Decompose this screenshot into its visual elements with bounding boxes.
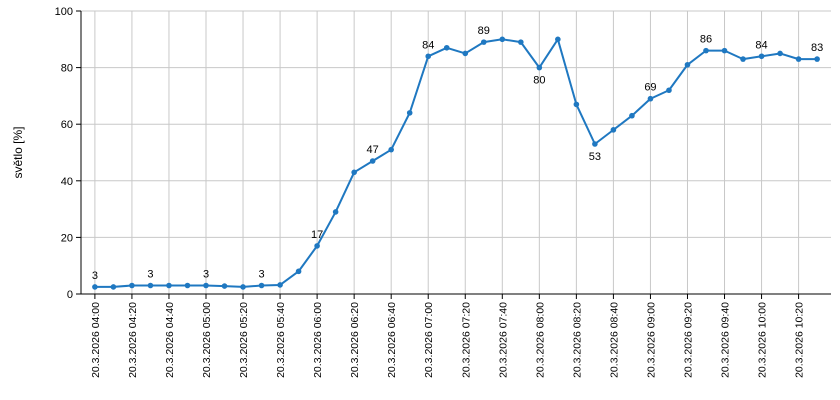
data-label: 69	[644, 82, 656, 94]
data-point	[795, 56, 802, 62]
x-tick-label: 20.3.2026 07:40	[497, 302, 509, 378]
grid	[81, 10, 831, 294]
data-point	[369, 158, 376, 164]
data-point	[425, 53, 432, 60]
data-label: 3	[92, 270, 98, 282]
data-label: 86	[700, 34, 712, 46]
data-point	[592, 141, 598, 147]
data-point	[240, 284, 246, 290]
x-tick-label: 20.3.2026 05:20	[238, 302, 250, 378]
data-label: 47	[367, 144, 379, 156]
x-tick-label: 20.3.2026 10:00	[757, 302, 769, 378]
x-tick-label: 20.3.2026 05:00	[201, 302, 213, 378]
data-label: 89	[478, 25, 490, 37]
data-point	[499, 36, 506, 43]
axes	[76, 10, 831, 299]
y-tick-label: 100	[55, 6, 73, 18]
data-point	[92, 284, 98, 290]
data-point	[295, 268, 302, 275]
data-label: 80	[533, 75, 545, 87]
data-point	[684, 61, 691, 68]
x-tick-label: 20.3.2026 07:00	[423, 302, 435, 378]
data-point	[221, 283, 228, 289]
y-tick-label: 0	[67, 289, 73, 301]
data-label: 3	[147, 269, 153, 281]
data-point	[406, 110, 413, 116]
data-label: 83	[811, 42, 823, 54]
data-label: 3	[258, 269, 264, 281]
x-tick-label: 20.3.2026 06:40	[386, 302, 398, 378]
x-tick-label: 20.3.2026 07:20	[460, 302, 472, 378]
data-point	[536, 64, 543, 71]
data-point	[110, 284, 117, 290]
data-point	[166, 282, 172, 289]
data-point	[351, 169, 357, 176]
data-label: 84	[755, 39, 767, 51]
x-tick-label: 20.3.2026 10:20	[794, 302, 806, 378]
data-point	[443, 44, 450, 51]
data-point	[666, 87, 672, 94]
data-point	[758, 53, 765, 60]
data-point	[462, 50, 469, 57]
data-point	[610, 127, 617, 133]
data-point	[258, 282, 265, 289]
data-point	[740, 56, 746, 62]
x-tick-label: 20.3.2026 06:20	[349, 302, 361, 378]
x-tick-label: 20.3.2026 04:20	[127, 302, 139, 378]
data-point	[129, 282, 135, 289]
x-tick-label: 20.3.2026 08:40	[608, 302, 620, 378]
series-points	[92, 36, 820, 290]
y-axis-label: světlo [%]	[11, 126, 25, 178]
data-point	[814, 56, 820, 62]
x-tick-label: 20.3.2026 04:00	[90, 302, 102, 378]
data-point	[184, 282, 191, 289]
data-label: 53	[589, 151, 601, 163]
series-polyline	[94, 38, 818, 288]
data-point	[721, 47, 728, 54]
x-tick-label: 20.3.2026 08:20	[571, 302, 583, 378]
data-label: 84	[422, 39, 434, 51]
data-point	[777, 50, 783, 57]
data-point	[573, 101, 580, 108]
data-point	[647, 95, 654, 102]
data-point	[147, 282, 154, 289]
data-point	[277, 282, 283, 288]
x-tick-label: 20.3.2026 05:40	[275, 302, 287, 378]
data-point	[629, 112, 635, 119]
x-tick-label: 20.3.2026 09:20	[682, 302, 694, 378]
x-tick-label: 20.3.2026 06:00	[312, 302, 324, 378]
data-point	[480, 39, 487, 45]
y-tick-labels: 0 20 40 60 80 100	[55, 6, 73, 301]
data-label: 3	[203, 269, 209, 281]
data-point	[555, 36, 561, 43]
data-label: 17	[311, 229, 323, 241]
data-labels: 3 3 3 3 17 47 84 89 80 53 69 86 84 83	[92, 25, 823, 282]
y-tick-label: 20	[61, 232, 73, 244]
series-line	[94, 38, 818, 288]
x-tick-label: 20.3.2026 08:00	[534, 302, 546, 378]
x-tick-label: 20.3.2026 04:40	[164, 302, 176, 378]
x-tick-label: 20.3.2026 09:00	[645, 302, 657, 378]
y-tick-label: 40	[61, 176, 73, 188]
data-point	[332, 209, 339, 215]
data-point	[518, 39, 524, 45]
data-point	[388, 146, 394, 153]
y-tick-label: 60	[61, 119, 73, 131]
y-tick-label: 80	[61, 63, 73, 75]
x-tick-label: 20.3.2026 09:40	[720, 302, 732, 378]
data-point	[703, 47, 709, 54]
data-point	[314, 243, 320, 249]
x-tick-labels: 20.3.2026 04:00 20.3.2026 04:20 20.3.2026 …	[90, 302, 806, 378]
data-point	[203, 282, 209, 289]
